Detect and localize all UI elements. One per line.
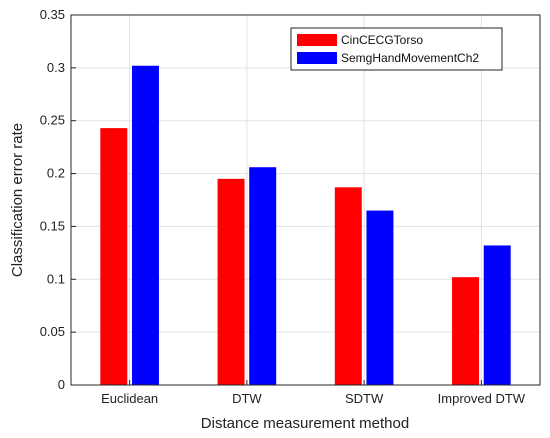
y-axis-ticks: 0 0.05 0.1 0.15 0.2 0.25 0.3 0.35 xyxy=(40,7,76,392)
bars xyxy=(100,65,511,385)
bar-series-2-improved-dtw xyxy=(483,245,511,385)
legend-label-series-2: SemgHandMovementCh2 xyxy=(341,51,479,65)
legend: CinCECGTorso SemgHandMovementCh2 xyxy=(290,27,503,71)
y-tick-label: 0.3 xyxy=(47,60,65,75)
y-tick-label: 0.1 xyxy=(47,271,65,286)
y-tick-label: 0 xyxy=(58,377,65,392)
x-tick-label: Euclidean xyxy=(101,391,158,406)
y-tick-label: 0.35 xyxy=(40,7,65,22)
x-tick-label: DTW xyxy=(232,391,262,406)
bar-series-2-sdtw xyxy=(366,210,394,385)
legend-label-series-1: CinCECGTorso xyxy=(341,33,423,47)
y-tick-label: 0.25 xyxy=(40,113,65,128)
bar-series-1-sdtw xyxy=(334,187,362,385)
bar-series-1-dtw xyxy=(217,178,245,385)
bar-series-1-improved-dtw xyxy=(452,277,480,385)
bar-series-1-euclidean xyxy=(100,128,128,385)
legend-swatch-series-2 xyxy=(297,52,337,64)
bar-series-2-euclidean xyxy=(131,65,159,385)
bar-series-2-dtw xyxy=(249,167,277,385)
y-tick-label: 0.2 xyxy=(47,166,65,181)
y-tick-label: 0.15 xyxy=(40,218,65,233)
x-axis-label: Distance measurement method xyxy=(201,415,409,432)
plot-frame xyxy=(70,14,541,386)
legend-swatch-series-1 xyxy=(297,34,337,46)
x-axis-ticks: Euclidean DTW SDTW Improved DTW xyxy=(101,380,526,406)
y-tick-label: 0.05 xyxy=(40,324,65,339)
x-tick-label: Improved DTW xyxy=(438,391,526,406)
x-tick-label: SDTW xyxy=(345,391,384,406)
y-axis-label: Classification error rate xyxy=(9,123,26,277)
